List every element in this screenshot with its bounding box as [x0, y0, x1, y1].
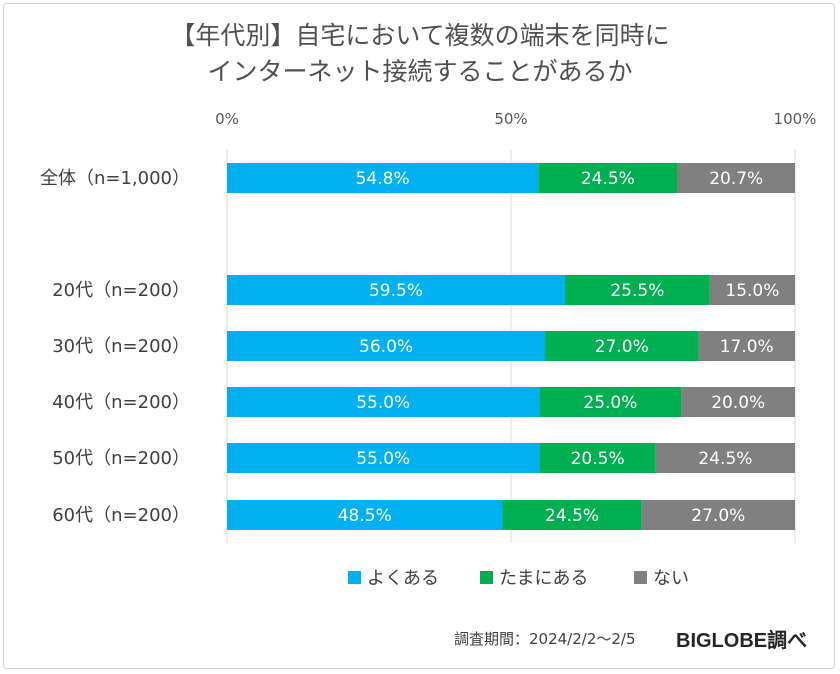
category-label: 全体（n=1,000） — [40, 168, 190, 189]
data-label: 15.0% — [725, 281, 779, 301]
bar-segment — [539, 443, 656, 473]
category-label: 60代（n=200） — [52, 505, 190, 526]
data-label: 20.5% — [571, 449, 625, 469]
brand-credit: BIGLOBE調べ — [676, 630, 808, 652]
data-label: 55.0% — [356, 393, 410, 413]
x-tick-label: 50% — [494, 110, 527, 128]
survey-period: 調査期間：2024/2/2～2/5 — [454, 630, 636, 648]
legend-label: よくある — [367, 568, 439, 589]
bar-segment — [227, 275, 565, 305]
data-label: 24.5% — [698, 449, 752, 469]
x-tick-label: 0% — [215, 110, 239, 128]
data-label: 25.5% — [610, 281, 664, 301]
bar-segment — [681, 387, 795, 417]
data-label: 20.7% — [709, 169, 763, 189]
data-label: 55.0% — [356, 449, 410, 469]
data-label: 24.5% — [581, 169, 635, 189]
bar-segment — [709, 275, 795, 305]
category-label: 50代（n=200） — [52, 448, 190, 469]
legend-swatch — [634, 571, 647, 584]
chart-title-line-2: インターネット接続することがあるか — [207, 57, 633, 86]
data-label: 54.8% — [356, 169, 410, 189]
data-label: 20.0% — [711, 393, 765, 413]
bar-segment — [227, 443, 540, 473]
bar-segment — [641, 500, 795, 530]
category-label: 40代（n=200） — [52, 392, 190, 413]
bar-segment — [545, 331, 699, 361]
bar-segment — [227, 387, 540, 417]
bar-segment — [502, 500, 642, 530]
bar-segment — [227, 500, 503, 530]
bar-segment — [677, 163, 795, 193]
bar-segment — [538, 163, 678, 193]
chart-title-line-1: 【年代別】自宅において複数の端末を同時に — [170, 21, 670, 50]
category-label: 30代（n=200） — [52, 336, 190, 357]
legend-label: ない — [653, 568, 689, 589]
bar-segment — [564, 275, 710, 305]
bar-segment — [227, 163, 539, 193]
data-label: 27.0% — [595, 337, 649, 357]
bar-segment — [227, 331, 546, 361]
data-label: 27.0% — [691, 506, 745, 526]
bar-segment — [539, 387, 682, 417]
data-label: 24.5% — [545, 506, 599, 526]
legend-swatch — [348, 571, 361, 584]
x-tick-label: 100% — [774, 110, 817, 128]
data-label: 25.0% — [583, 393, 637, 413]
legend-label: たまにある — [499, 568, 588, 589]
chart-title: 【年代別】自宅において複数の端末を同時に インターネット接続することがあるか — [0, 18, 840, 90]
category-label: 20代（n=200） — [52, 280, 190, 301]
data-label: 59.5% — [369, 281, 423, 301]
bar-segment — [655, 443, 795, 473]
data-label: 56.0% — [359, 337, 413, 357]
data-label: 17.0% — [720, 337, 774, 357]
legend-swatch — [480, 571, 493, 584]
bar-segment — [698, 331, 795, 361]
data-label: 48.5% — [338, 506, 392, 526]
